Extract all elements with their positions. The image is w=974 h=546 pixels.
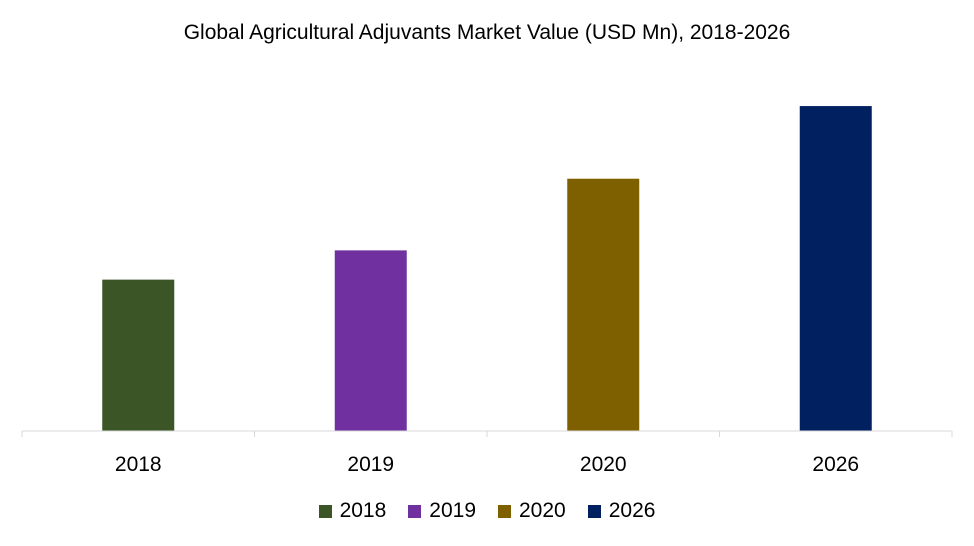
legend-label: 2019 bbox=[429, 499, 476, 522]
x-tick-label-2018: 2018 bbox=[115, 453, 162, 476]
legend-swatch bbox=[318, 504, 332, 518]
bar-2019 bbox=[334, 250, 407, 431]
chart-title: Global Agricultural Adjuvants Market Val… bbox=[183, 21, 791, 44]
x-tick-label-2026: 2026 bbox=[812, 453, 859, 476]
legend-swatch bbox=[587, 504, 601, 518]
legend-swatch bbox=[498, 504, 511, 518]
legend-swatch bbox=[408, 504, 422, 518]
legend-label: 2018 bbox=[339, 499, 387, 522]
legend-item-2018: 2018 bbox=[318, 497, 387, 525]
bar-2026 bbox=[799, 106, 872, 431]
x-tick-label-2020: 2020 bbox=[580, 453, 627, 476]
legend: 2018 2019 2020 2026 bbox=[0, 497, 974, 525]
legend-item-2020: 2020 bbox=[498, 497, 566, 525]
legend-label: 2026 bbox=[608, 499, 656, 522]
legend-label: 2020 bbox=[519, 499, 566, 522]
x-axis bbox=[21, 430, 953, 437]
bars-group bbox=[102, 106, 872, 431]
legend-item-2019: 2019 bbox=[408, 497, 476, 525]
bar-2020 bbox=[567, 178, 640, 431]
x-tick-label-2019: 2019 bbox=[347, 453, 394, 476]
x-tick-labels: 2018 2019 2020 2026 bbox=[115, 453, 859, 476]
legend-item-2026: 2026 bbox=[587, 497, 656, 525]
bar-2018 bbox=[102, 279, 175, 431]
